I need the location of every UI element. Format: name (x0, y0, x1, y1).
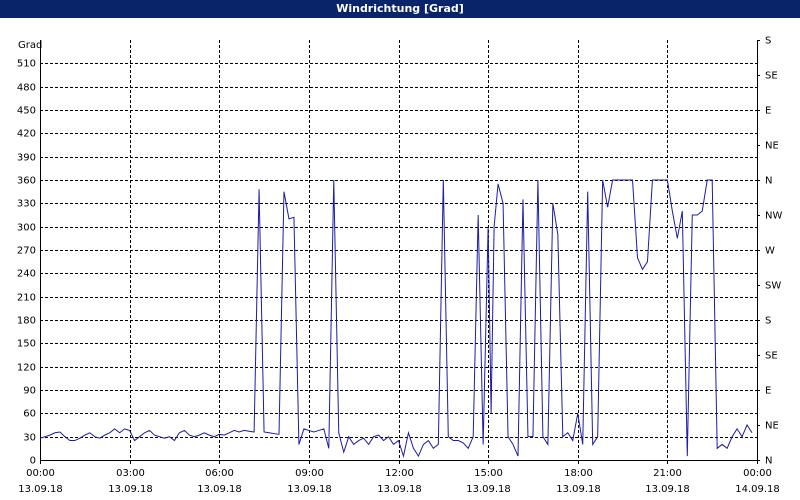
y-tick-label: 510 (17, 59, 36, 70)
y-tick-label: 180 (17, 316, 36, 327)
y-tick-label: 420 (17, 129, 36, 140)
x-tick-label: 03:00 (116, 468, 145, 479)
y-tick-label: 390 (17, 153, 36, 164)
x-tick-date: 13.09.18 (377, 484, 422, 495)
y2-tick-label: E (765, 106, 771, 117)
x-tick-date: 13.09.18 (556, 484, 601, 495)
y2-tick-label: NE (765, 421, 779, 432)
x-tick-date: 13.09.18 (18, 484, 63, 495)
y-tick-label: 330 (17, 199, 36, 210)
y-tick-label: 90 (23, 386, 36, 397)
y2-tick-label: SE (765, 351, 778, 362)
y-tick-label: 450 (17, 106, 36, 117)
y2-tick-label: E (765, 386, 771, 397)
y2-tick-label: N (765, 176, 772, 187)
x-tick-date: 13.09.18 (645, 484, 690, 495)
y2-tick-label: N (765, 456, 772, 467)
x-tick-label: 09:00 (295, 468, 324, 479)
x-tick-date: 13.09.18 (466, 484, 511, 495)
y-tick-label: 360 (17, 176, 36, 187)
y-tick-label: 30 (23, 433, 36, 444)
chart-title: Windrichtung [Grad] (336, 2, 464, 15)
y-tick-label: 150 (17, 339, 36, 350)
x-tick-date: 13.09.18 (108, 484, 153, 495)
y2-tick-label: SE (765, 71, 778, 82)
x-tick-label: 06:00 (205, 468, 234, 479)
y2-tick-label: S (765, 36, 771, 47)
y-tick-label: 240 (17, 269, 36, 280)
x-tick-date: 14.09.18 (735, 484, 780, 495)
title-bar (0, 0, 800, 18)
y2-tick-label: W (765, 246, 775, 257)
y2-tick-label: S (765, 316, 771, 327)
y2-tick-label: NW (765, 211, 782, 222)
y2-tick-label: NE (765, 141, 779, 152)
x-tick-label: 00:00 (743, 468, 772, 479)
y-tick-label: 480 (17, 83, 36, 94)
y-tick-label: 300 (17, 223, 36, 234)
data-line (39, 179, 753, 459)
x-tick-label: 21:00 (653, 468, 682, 479)
x-tick-date: 13.09.18 (197, 484, 242, 495)
y-tick-label: 120 (17, 363, 36, 374)
y-tick-label: 0 (30, 456, 36, 467)
y-tick-label: 210 (17, 293, 36, 304)
y-tick-label: 60 (23, 409, 36, 420)
x-tick-label: 00:00 (26, 468, 55, 479)
y-tick-label: 270 (17, 246, 36, 257)
x-tick-date: 13.09.18 (287, 484, 332, 495)
y2-tick-label: SW (765, 281, 781, 292)
x-tick-label: 18:00 (564, 468, 593, 479)
x-tick-label: 12:00 (385, 468, 414, 479)
x-tick-label: 15:00 (474, 468, 503, 479)
y-axis-label: Grad (18, 40, 42, 51)
